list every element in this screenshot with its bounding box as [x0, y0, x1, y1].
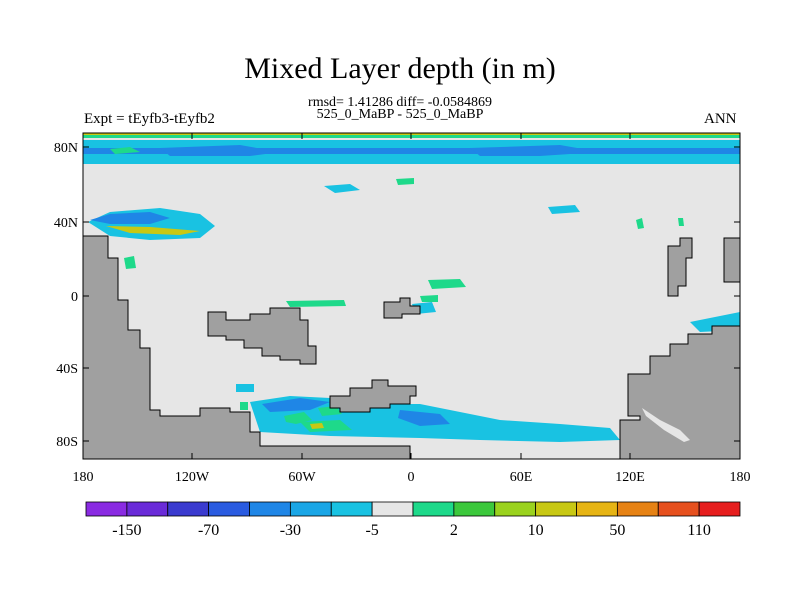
- longitude-axis: 180 120W 60W 0 60E 120E 180: [73, 133, 751, 485]
- east-green-patch-b: [678, 218, 684, 226]
- land-masses: [83, 235, 740, 459]
- colorbar-swatch: [576, 501, 618, 517]
- australia-south-land: [619, 325, 740, 459]
- north-pacific-yellow-patch: [106, 226, 200, 235]
- lon-label: 180: [73, 470, 94, 485]
- southern-ocean-blue-patch: [262, 398, 330, 412]
- colorbar-label: -5: [365, 522, 378, 539]
- colorbar-swatch: [494, 501, 537, 517]
- lon-label: 120E: [615, 470, 645, 485]
- colorbar-swatch: [330, 501, 373, 517]
- map-title: Mixed Layer depth (in m): [244, 52, 556, 85]
- colorbar-swatch: [208, 501, 250, 517]
- africa-land: [383, 297, 421, 319]
- colorbar-label: 2: [450, 522, 458, 539]
- north-atlantic-cyan-patch: [324, 184, 360, 193]
- east-green-patch-a: [636, 218, 644, 229]
- arctic-blue-band: [83, 148, 740, 154]
- antarctic-peninsula-land: [329, 379, 417, 413]
- south-america-land: [207, 307, 317, 365]
- colorbar-swatch: [453, 501, 496, 517]
- southern-ocean-green-patch-a: [284, 412, 312, 424]
- colorbar-swatch: [249, 501, 291, 517]
- stats-line: rmsd= 1.41286 diff= -0.0584869: [308, 95, 492, 110]
- north-pacific-green-patch: [124, 256, 136, 269]
- lon-label: 0: [408, 470, 415, 485]
- colorbar-label: 50: [609, 522, 625, 539]
- colorbar: -150 -70 -30 -5 2 10 50 110: [85, 501, 741, 539]
- colorbar-swatch: [85, 501, 128, 517]
- colorbar-swatch: [167, 501, 210, 517]
- case-line: 525_0_MaBP - 525_0_MaBP: [316, 107, 484, 122]
- arctic-green-patch: [110, 147, 140, 154]
- tropical-green-patch-b: [286, 300, 346, 307]
- north-america-west-land: [83, 235, 411, 459]
- tasman-channel: [642, 408, 690, 442]
- lat-label: 40N: [54, 216, 78, 231]
- southern-ocean-green-patch-c: [300, 420, 352, 432]
- lat-label: 80N: [54, 141, 78, 156]
- colorbar-label: 10: [528, 522, 544, 539]
- experiment-label: Expt = tEyfb3-tEyfb2: [84, 111, 215, 127]
- map-field: [83, 133, 740, 459]
- lon-label: 180: [730, 470, 751, 485]
- arctic-blue-patch: [160, 145, 280, 156]
- lat-label: 80S: [56, 435, 78, 450]
- lat-label: 40S: [56, 362, 78, 377]
- colorbar-swatch: [657, 501, 700, 517]
- lon-label: 120W: [175, 470, 210, 485]
- north-green-patch: [396, 178, 414, 185]
- season-label: ANN: [704, 111, 737, 127]
- lon-label: 60W: [288, 470, 316, 485]
- tropical-green-patch-a: [428, 279, 466, 289]
- tropical-green-patch-c: [420, 295, 438, 302]
- south-cyan-patch: [236, 384, 254, 392]
- east-asia-land: [667, 237, 693, 297]
- colorbar-label: -150: [112, 522, 141, 539]
- colorbar-label: 110: [687, 522, 710, 539]
- southern-ocean-yellow-patch: [310, 423, 324, 429]
- colorbar-swatch: [535, 501, 577, 517]
- colorbar-swatch: [126, 501, 169, 517]
- east-edge-land: [723, 237, 740, 283]
- southern-ocean-blue-patch-east: [398, 410, 450, 426]
- north-pacific-blue-patch: [90, 212, 170, 224]
- latitude-axis: 80N 40N 0 40S 80S: [54, 141, 740, 450]
- arctic-blue-patch-east: [470, 145, 600, 156]
- colorbar-swatch: [289, 501, 332, 517]
- southern-ocean-green-patch-d: [240, 402, 248, 410]
- lon-label: 60E: [510, 470, 533, 485]
- colorbar-label: -70: [198, 522, 219, 539]
- east-cyan-patch: [548, 205, 580, 214]
- colorbar-swatch: [371, 501, 414, 517]
- colorbar-swatch: [698, 501, 741, 517]
- colorbar-swatch: [412, 501, 455, 517]
- colorbar-swatch: [616, 501, 659, 517]
- lat-label: 0: [71, 290, 78, 305]
- colorbar-label: -30: [280, 522, 301, 539]
